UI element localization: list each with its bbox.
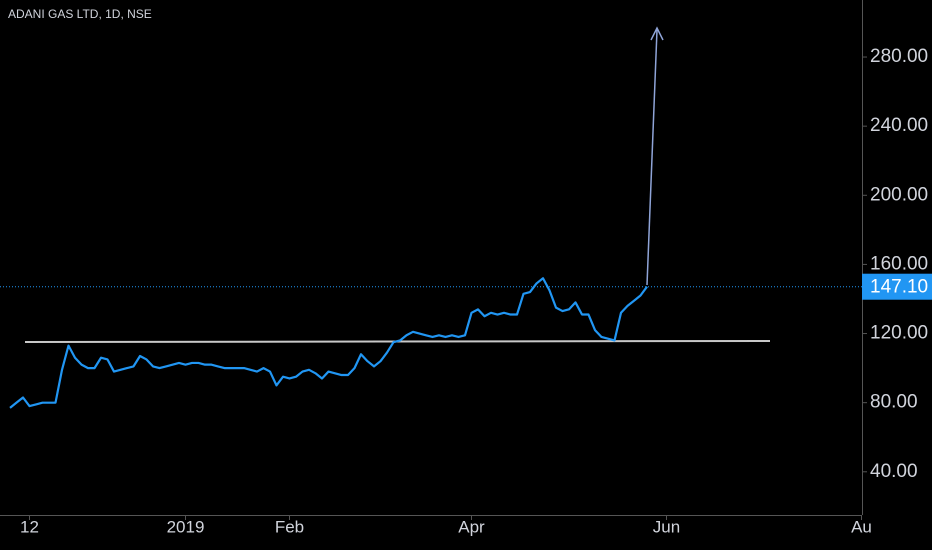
projection-arrow xyxy=(646,29,658,286)
y-tick-label: 80.00 xyxy=(870,392,918,413)
y-tick-label: 160.00 xyxy=(870,253,928,274)
last-price-label: 147.10 xyxy=(870,277,928,298)
y-tick-label: 240.00 xyxy=(870,115,928,136)
last-price-box xyxy=(862,273,932,300)
x-tick-label: 2019 xyxy=(167,517,205,536)
x-tick-label: Jun xyxy=(653,517,680,536)
x-tick-label: Apr xyxy=(458,517,485,536)
chart-title: ADANI GAS LTD, 1D, NSE xyxy=(8,7,152,21)
y-tick-label: 40.00 xyxy=(870,461,918,482)
x-tick-label: Feb xyxy=(275,517,304,536)
arrow-head xyxy=(650,26,664,41)
price-line xyxy=(9,277,648,409)
y-tick-label: 120.00 xyxy=(870,323,928,344)
x-tick-label: 12 xyxy=(20,517,39,536)
x-tick-label: Au xyxy=(851,517,872,536)
y-tick-label: 200.00 xyxy=(870,184,928,205)
y-tick-label: 280.00 xyxy=(870,46,928,67)
